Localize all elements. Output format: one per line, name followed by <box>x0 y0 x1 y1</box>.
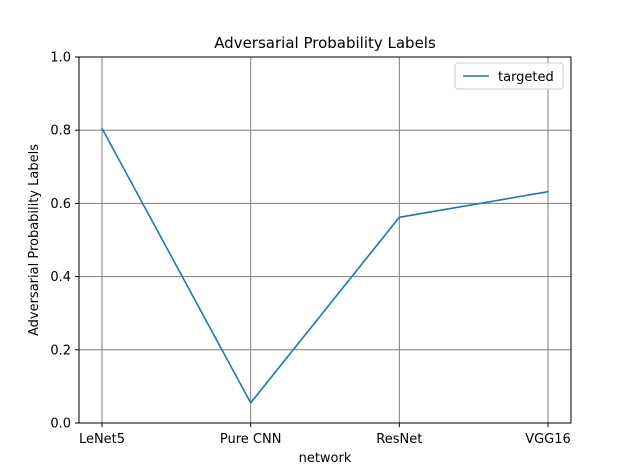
ticks-layer: 0.0 0.2 0.4 0.6 0.8 1.0 LeNet5 Pure CNN ResNet VG… <box>50 51 570 448</box>
x-tick-label: ResNet <box>376 432 422 447</box>
series-layer <box>101 127 549 404</box>
y-tick-label: 0.2 <box>50 343 71 358</box>
y-tick-label: 1.0 <box>50 51 71 66</box>
legend-box <box>454 62 564 90</box>
x-tick-label: LeNet5 <box>79 432 125 447</box>
data-point <box>398 216 401 219</box>
chart-title: Adversarial Probability Labels <box>214 34 436 52</box>
series-line-targeted <box>101 127 549 404</box>
y-tick-label: 0.0 <box>50 417 71 432</box>
plot-frame <box>78 56 572 424</box>
data-point <box>249 402 252 404</box>
legend: targeted <box>454 62 564 90</box>
grid-layer <box>79 56 571 424</box>
y-tick-label: 0.6 <box>50 197 71 212</box>
data-point <box>547 190 549 193</box>
x-tick-label: Pure CNN <box>220 432 282 447</box>
legend-label-targeted: targeted <box>498 70 554 85</box>
x-axis-label: network <box>299 451 352 466</box>
x-tick-label: VGG16 <box>525 432 571 447</box>
y-tick-label: 0.8 <box>50 124 71 139</box>
y-axis-label: Adversarial Probability Labels <box>27 144 42 336</box>
y-tick-label: 0.4 <box>50 270 71 285</box>
data-point <box>101 127 103 130</box>
